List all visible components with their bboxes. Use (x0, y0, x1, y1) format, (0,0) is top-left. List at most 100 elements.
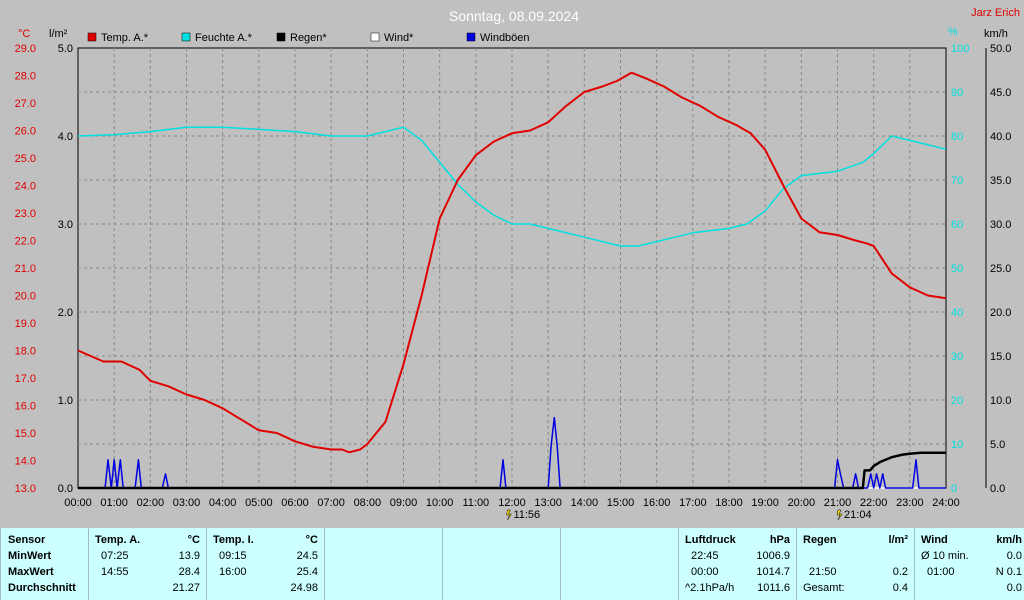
x-tick-label: 24:00 (932, 497, 960, 509)
humidity-tick-label: 20 (951, 395, 963, 407)
wind-avg-value: 0.0 (1006, 550, 1022, 562)
x-tick-label: 05:00 (245, 497, 273, 509)
temp-a-avg-value: 21.27 (172, 582, 200, 594)
rain-unit: l/m² (888, 534, 908, 546)
temp-tick-label: 14.0 (15, 456, 36, 468)
wind-header: Wind (921, 534, 948, 546)
humidity-tick-label: 10 (951, 439, 963, 451)
pressure-avg-value: 1011.6 (757, 582, 790, 594)
temp-tick-label: 19.0 (15, 318, 36, 330)
x-tick-label: 01:00 (100, 497, 128, 509)
humidity-tick-label: 40 (951, 307, 963, 319)
pressure-header: Luftdruck (685, 534, 736, 546)
temp-a-min-time: 07:25 (101, 550, 129, 562)
x-tick-label: 14:00 (571, 497, 599, 509)
legend-swatch (276, 32, 286, 42)
table-empty-2 (442, 528, 560, 600)
series-line-temp-a (77, 71, 947, 454)
temp-a-header: Temp. A. (95, 534, 141, 546)
temp-a-max-time: 14:55 (101, 566, 129, 578)
humidity-tick-label: 50 (951, 263, 963, 275)
wind-tick-label: 35.0 (990, 175, 1011, 187)
plot-grid (77, 47, 947, 489)
table-col-temp-i: Temp. I. °C 09:15 24.5 16:00 25.4 24.98 (206, 528, 324, 600)
x-tick-label: 03:00 (173, 497, 201, 509)
lightning-icon (836, 509, 843, 521)
x-tick-label: 09:00 (390, 497, 418, 509)
chart-series (77, 71, 947, 490)
humidity-tick-label: 100 (951, 43, 969, 55)
x-tick-label: 20:00 (788, 497, 816, 509)
x-tick-label: 15:00 (607, 497, 635, 509)
temp-tick-label: 16.0 (15, 401, 36, 413)
temp-tick-label: 20.0 (15, 291, 36, 303)
avg-row-label: Durchschnitt (8, 582, 76, 594)
table-empty-1 (324, 528, 442, 600)
table-col-rain: Regen l/m² 21:50 0.2 Gesamt: 0.4 (796, 528, 914, 600)
temp-i-header: Temp. I. (213, 534, 254, 546)
legend-swatch (87, 32, 97, 42)
temp-a-max-value: 28.4 (178, 566, 200, 578)
wind-max-value: N 0.1 (995, 566, 1022, 578)
pressure-min-value: 1006.9 (756, 550, 790, 562)
wind-tick-label: 50.0 (990, 43, 1011, 55)
x-tick-label: 23:00 (896, 497, 924, 509)
x-tick-label: 18:00 (715, 497, 743, 509)
pressure-trend: ^2.1hPa/h (685, 582, 735, 594)
legend-swatch (370, 32, 380, 42)
table-col-sensor: Sensor MinWert MaxWert Durchschnitt (0, 528, 88, 600)
rain-tick-label: 0.0 (58, 483, 73, 495)
rain-tick-label: 1.0 (58, 395, 73, 407)
x-tick-label: 02:00 (137, 497, 165, 509)
rain-total-label: Gesamt: (803, 582, 845, 594)
event-markers: 11:56 21:04 (506, 509, 872, 521)
rain-tick-label: 2.0 (58, 307, 73, 319)
legend-swatch (466, 32, 476, 42)
wind-tick-label: 15.0 (990, 351, 1011, 363)
rain-tick-label: 5.0 (58, 43, 73, 55)
temp-tick-label: 26.0 (15, 126, 36, 138)
x-tick-label: 07:00 (317, 497, 345, 509)
wind-tick-label: 0.0 (990, 483, 1005, 495)
x-tick-label: 06:00 (281, 497, 309, 509)
table-col-pressure: Luftdruck hPa 22:45 1006.9 00:00 1014.7 ^2.… (678, 528, 796, 600)
temp-tick-label: 21.0 (15, 263, 36, 275)
wind-avg-label: Ø 10 min. (921, 550, 969, 562)
x-tick-label: 17:00 (679, 497, 707, 509)
temp-tick-label: 22.0 (15, 236, 36, 248)
event-time-label: 21:04 (844, 509, 872, 521)
legend-label: Temp. A.* (101, 32, 149, 44)
series-line-feuchte-a (77, 126, 947, 247)
legend-label: Wind* (384, 32, 414, 44)
humidity-tick-label: 60 (951, 219, 963, 231)
temp-tick-label: 27.0 (15, 98, 36, 110)
x-tick-label: 19:00 (751, 497, 779, 509)
table-empty-3 (560, 528, 678, 600)
temp-i-max-time: 16:00 (219, 566, 247, 578)
x-tick-label: 21:00 (824, 497, 852, 509)
humidity-unit-label: % (948, 26, 958, 38)
pressure-unit: hPa (769, 534, 790, 546)
wind-tick-label: 25.0 (990, 263, 1011, 275)
rain-max-value: 0.2 (892, 566, 908, 578)
wind-tick-label: 10.0 (990, 395, 1011, 407)
humidity-tick-label: 90 (951, 87, 963, 99)
rain-tick-label: 4.0 (58, 131, 73, 143)
table-col-temp-a: Temp. A. °C 07:25 13.9 14:55 28.4 21.27 (88, 528, 206, 600)
x-tick-label: 04:00 (209, 497, 237, 509)
temp-tick-label: 24.0 (15, 181, 36, 193)
weather-chart: Sonntag, 08.09.2024 Jarz Erich °C l/m² %… (14, 7, 1020, 521)
temp-tick-label: 25.0 (15, 153, 36, 165)
lightning-icon (506, 509, 512, 521)
legend-swatch (181, 32, 191, 42)
series-line-regen (78, 451, 946, 490)
x-tick-label: 22:00 (860, 497, 888, 509)
humidity-tick-label: 70 (951, 175, 963, 187)
pressure-min-time: 22:45 (691, 550, 719, 562)
x-tick-label: 11:00 (462, 497, 489, 509)
x-tick-label: 10:00 (426, 497, 454, 509)
pressure-max-time: 00:00 (691, 566, 719, 578)
humidity-tick-label: 30 (951, 351, 963, 363)
temp-tick-label: 18.0 (15, 346, 36, 358)
temp-tick-label: 28.0 (15, 71, 36, 83)
